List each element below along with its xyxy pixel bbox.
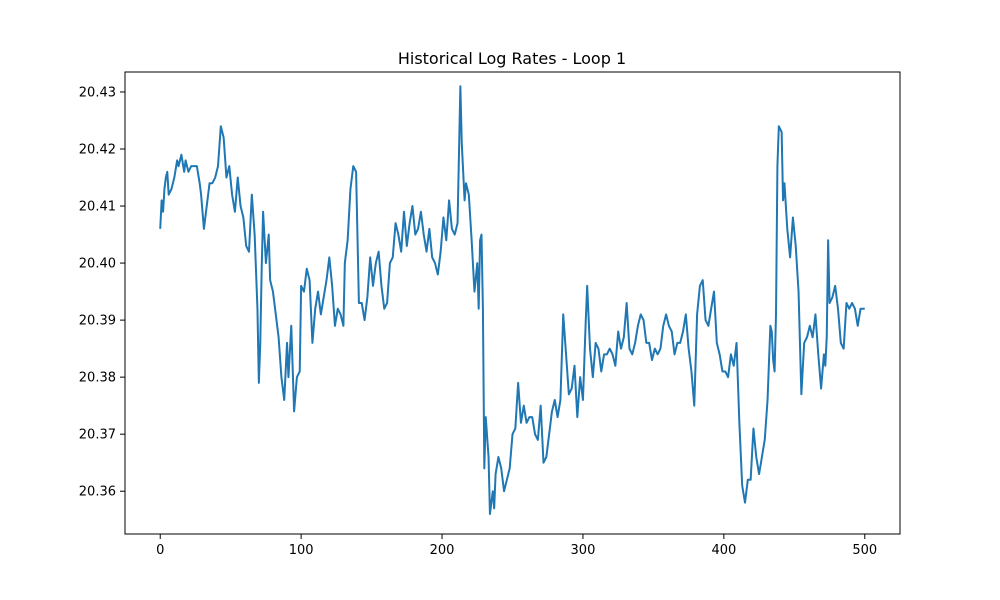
y-tick-label: 20.37	[79, 428, 116, 443]
x-tick-label: 500	[852, 543, 877, 558]
series-line-0	[159, 85, 865, 516]
x-tick-label: 0	[156, 543, 164, 558]
y-tick-label: 20.41	[79, 200, 116, 215]
plot-frame	[124, 71, 901, 535]
plot-area	[159, 85, 865, 516]
x-tick-label: 400	[711, 543, 736, 558]
y-tick-label: 20.36	[79, 485, 116, 500]
x-tick-label: 300	[571, 543, 596, 558]
x-tick-label: 200	[430, 543, 455, 558]
chart-title: Historical Log Rates - Loop 1	[398, 49, 626, 68]
y-axis: 20.36 20.37 20.38 20.39 20.40 20.41 20.42 20.43	[79, 85, 125, 500]
x-tick-label: 100	[289, 543, 314, 558]
x-axis: 0 100 200 300 400 500	[156, 534, 877, 558]
y-tick-label: 20.43	[79, 85, 116, 100]
y-tick-label: 20.39	[79, 314, 116, 329]
y-tick-label: 20.38	[79, 371, 116, 386]
y-tick-label: 20.40	[79, 257, 116, 272]
y-tick-label: 20.42	[79, 143, 116, 158]
